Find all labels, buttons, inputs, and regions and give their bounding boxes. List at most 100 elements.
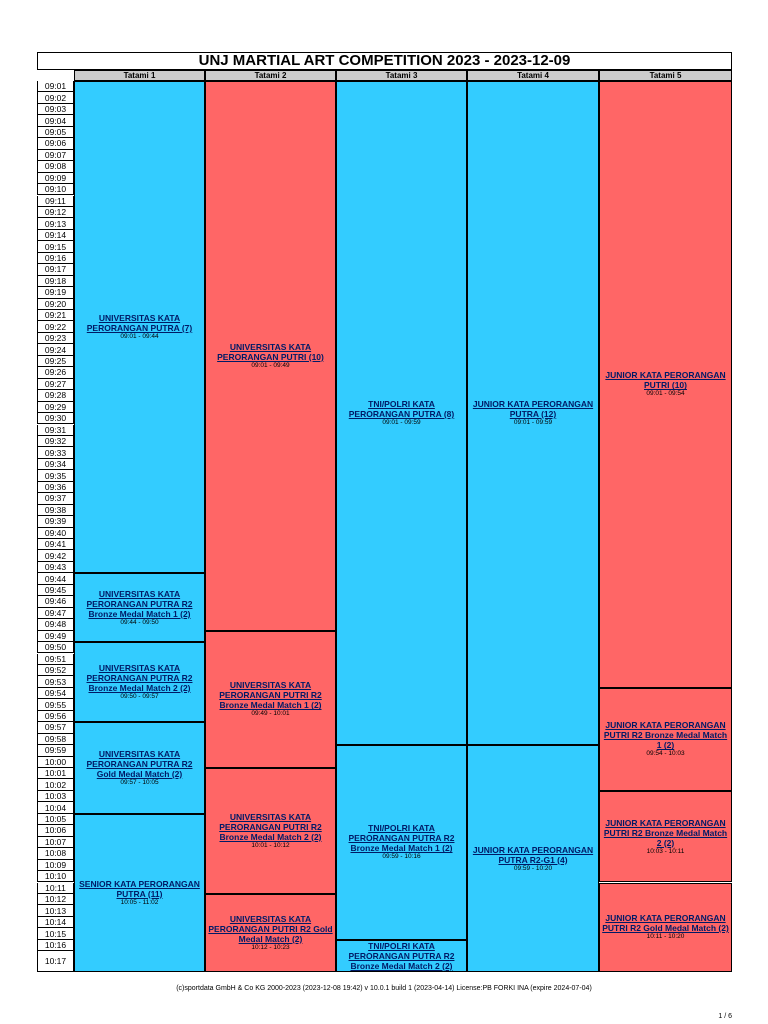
- time-label: 09:09: [37, 172, 74, 185]
- time-label: 09:42: [37, 550, 74, 562]
- time-label: 09:30: [37, 413, 74, 425]
- time-label: 09:15: [37, 241, 74, 253]
- event-time: 10:03 - 10:11: [646, 847, 685, 855]
- time-label: 09:05: [37, 126, 74, 139]
- time-label: 09:34: [37, 458, 74, 471]
- time-label: 09:58: [37, 733, 74, 746]
- event-time: 09:01 - 09:54: [646, 390, 685, 398]
- event-time: 09:54 - 10:03: [646, 750, 685, 758]
- event-block: JUNIOR KATA PERORANGAN PUTRI R2 Bronze M…: [599, 687, 732, 791]
- time-label: 09:57: [37, 722, 74, 734]
- event-name: JUNIOR KATA PERORANGAN PUTRA (12): [472, 399, 594, 420]
- event-name: UNIVERSITAS KATA PERORANGAN PUTRA (7): [86, 313, 193, 334]
- time-label: 09:32: [37, 435, 74, 448]
- time-label: 10:08: [37, 848, 74, 860]
- time-label: 10:11: [37, 882, 74, 894]
- time-label: 09:22: [37, 321, 74, 333]
- column-header: Tatami 3: [336, 70, 467, 81]
- event-time: 10:05 - 11:02: [120, 898, 159, 906]
- time-label: 09:14: [37, 229, 74, 242]
- event-block: TNI/POLRI KATA PERORANGAN PUTRA (8) 09:01…: [336, 81, 467, 746]
- time-label: 10:02: [37, 779, 74, 791]
- event-name: JUNIOR KATA PERORANGAN PUTRI R2 Bronze M…: [603, 817, 728, 848]
- time-label: 09:13: [37, 218, 74, 230]
- time-label: 09:38: [37, 504, 74, 517]
- column-header: Tatami 5: [599, 70, 732, 81]
- event-name: TNI/POLRI KATA PERORANGAN PUTRA (8): [348, 399, 455, 420]
- event-time: 09:59 - 10:20: [513, 864, 553, 872]
- footer: (c)sportdata GmbH & Co KG 2000-2023 (202…: [176, 985, 592, 992]
- time-label: 10:09: [37, 859, 74, 872]
- time-label: 09:04: [37, 115, 74, 127]
- time-label: 09:59: [37, 745, 74, 757]
- event-block: JUNIOR KATA PERORANGAN PUTRI R2 Gold Med…: [599, 882, 732, 972]
- event-block: UNIVERSITAS KATA PERORANGAN PUTRA R2 Gol…: [74, 722, 205, 814]
- time-label: 09:41: [37, 539, 74, 551]
- time-label: 09:24: [37, 344, 74, 356]
- time-label: 09:36: [37, 481, 74, 494]
- event-name: JUNIOR KATA PERORANGAN PUTRA R2-G1 (4): [472, 844, 594, 865]
- time-label: 09:29: [37, 401, 74, 414]
- event-time: 09:01 - 09:44: [120, 333, 159, 341]
- event-name: UNIVERSITAS KATA PERORANGAN PUTRA R2 Bro…: [86, 663, 193, 694]
- time-label: 10:00: [37, 756, 74, 768]
- time-label: 09:50: [37, 642, 74, 654]
- event-name: TNI/POLRI KATA PERORANGAN PUTRA R2 Bronz…: [348, 940, 455, 971]
- time-label: 09:03: [37, 103, 74, 116]
- time-label: 09:53: [37, 676, 74, 688]
- time-label: 09:12: [37, 206, 74, 219]
- event-block: JUNIOR KATA PERORANGAN PUTRI (10) 09:01 -…: [599, 81, 732, 688]
- time-label: 09:31: [37, 424, 74, 436]
- time-label: 09:48: [37, 619, 74, 631]
- event-time: 09:49 - 10:01: [251, 710, 290, 718]
- event-time: 09:01 - 09:59: [513, 419, 553, 427]
- time-label: 09:10: [37, 184, 74, 196]
- event-block: UNIVERSITAS KATA PERORANGAN PUTRI R2 Bro…: [205, 768, 336, 894]
- time-label: 10:15: [37, 928, 74, 940]
- event-time: 09:57 - 10:05: [120, 778, 159, 786]
- time-label: 09:55: [37, 699, 74, 711]
- time-label: 09:07: [37, 149, 74, 162]
- time-label: 09:02: [37, 92, 74, 104]
- time-label: 09:17: [37, 264, 74, 276]
- time-label: 09:06: [37, 138, 74, 150]
- time-label: 09:20: [37, 298, 74, 310]
- time-label: 09:27: [37, 378, 74, 391]
- event-name: TNI/POLRI KATA PERORANGAN PUTRA R2 Bronz…: [348, 823, 455, 854]
- event-name: JUNIOR KATA PERORANGAN PUTRI R2 Bronze M…: [603, 720, 728, 751]
- event-time: 09:01 - 09:59: [382, 419, 421, 427]
- event-name: UNIVERSITAS KATA PERORANGAN PUTRI R2 Gol…: [208, 913, 333, 944]
- time-label: 09:40: [37, 527, 74, 539]
- time-label: 09:35: [37, 470, 74, 482]
- time-label: 10:06: [37, 825, 74, 837]
- event-block: UNIVERSITAS KATA PERORANGAN PUTRI R2 Gol…: [205, 893, 336, 972]
- time-label: 09:46: [37, 596, 74, 608]
- time-label: 09:33: [37, 447, 74, 459]
- time-label: 09:19: [37, 287, 74, 299]
- event-block: JUNIOR KATA PERORANGAN PUTRA R2-G1 (4) 09…: [467, 745, 599, 972]
- event-time: 10:11 - 10:20: [646, 933, 685, 941]
- title: UNJ MARTIAL ART COMPETITION 2023 - 2023-…: [37, 52, 732, 70]
- event-block: JUNIOR KATA PERORANGAN PUTRA (12) 09:01 -…: [467, 81, 599, 746]
- time-label: 09:01: [37, 81, 74, 93]
- time-label: 10:17: [37, 951, 74, 972]
- time-label: 10:07: [37, 836, 74, 849]
- time-label: 10:14: [37, 916, 74, 929]
- event-time: 09:44 - 09:50: [120, 618, 159, 626]
- column-header: Tatami 4: [467, 70, 599, 81]
- time-label: 09:44: [37, 573, 74, 585]
- time-label: 09:45: [37, 584, 74, 597]
- time-label: 09:37: [37, 493, 74, 505]
- time-label: 10:13: [37, 905, 74, 917]
- page-number: 1 / 6: [718, 1013, 732, 1020]
- time-label: 09:16: [37, 252, 74, 265]
- time-label: 09:11: [37, 195, 74, 207]
- event-time: 09:01 - 09:49: [251, 361, 290, 369]
- time-label: 09:49: [37, 630, 74, 643]
- event-time: 10:01 - 10:12: [251, 841, 290, 849]
- time-label: 09:47: [37, 607, 74, 620]
- time-label: 09:08: [37, 161, 74, 173]
- event-block: TNI/POLRI KATA PERORANGAN PUTRA R2 Bronz…: [336, 745, 467, 940]
- event-block: UNIVERSITAS KATA PERORANGAN PUTRA (7) 09:…: [74, 81, 205, 574]
